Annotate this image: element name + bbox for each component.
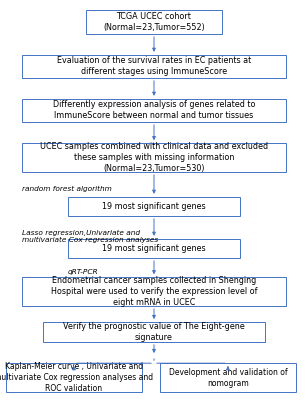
Text: Endometrial cancer samples collected in Shenging
Hospital were used to verify th: Endometrial cancer samples collected in … <box>51 276 257 307</box>
FancyBboxPatch shape <box>160 363 296 392</box>
FancyBboxPatch shape <box>6 363 142 392</box>
Text: Lasso regression,Univariate and
multivariate Cox regression analyses: Lasso regression,Univariate and multivar… <box>22 230 158 244</box>
FancyBboxPatch shape <box>86 10 222 34</box>
FancyBboxPatch shape <box>22 277 286 306</box>
FancyBboxPatch shape <box>68 239 240 258</box>
Text: Verify the prognostic value of The Eight-gene
signature: Verify the prognostic value of The Eight… <box>63 322 245 342</box>
Text: Development and validation of
nomogram: Development and validation of nomogram <box>168 368 287 388</box>
Text: 19 most significant genes: 19 most significant genes <box>102 202 206 211</box>
FancyBboxPatch shape <box>22 99 286 122</box>
Text: UCEC samples combined with clinical data and excluded
these samples with missing: UCEC samples combined with clinical data… <box>40 142 268 173</box>
Text: TCGA UCEC cohort
(Normal=23,Tumor=552): TCGA UCEC cohort (Normal=23,Tumor=552) <box>103 12 205 32</box>
FancyBboxPatch shape <box>22 55 286 78</box>
FancyBboxPatch shape <box>43 322 265 342</box>
Text: Evaluation of the survival rates in EC patients at
different stages using Immune: Evaluation of the survival rates in EC p… <box>57 56 251 76</box>
FancyBboxPatch shape <box>22 143 286 172</box>
Text: random forest algorithm: random forest algorithm <box>22 186 111 192</box>
Text: 19 most significant genes: 19 most significant genes <box>102 244 206 253</box>
FancyBboxPatch shape <box>68 197 240 216</box>
Text: qRT-PCR: qRT-PCR <box>68 269 98 275</box>
Text: Kaplan-Meier curve , Univariate and
multivariate Cox regression analyses and
ROC: Kaplan-Meier curve , Univariate and mult… <box>0 362 153 393</box>
Text: Differently expression analysis of genes related to
ImmuneScore between normal a: Differently expression analysis of genes… <box>53 100 255 120</box>
